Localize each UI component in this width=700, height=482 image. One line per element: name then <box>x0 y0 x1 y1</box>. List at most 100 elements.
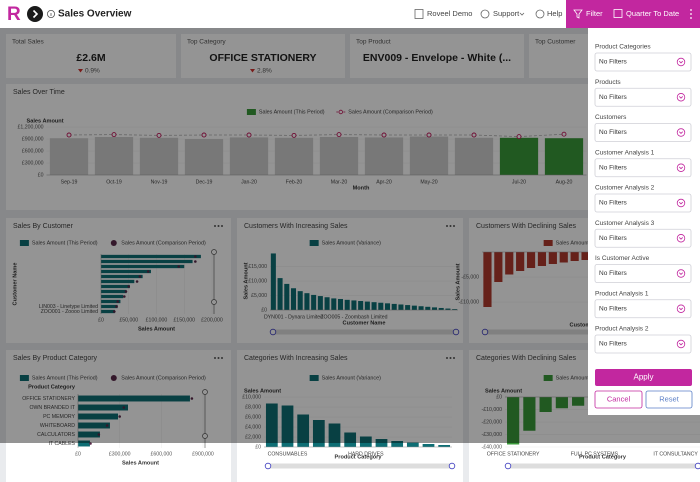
period-selector[interactable]: Quarter To Date <box>626 9 679 18</box>
x-tick-label: £600,000 <box>151 451 173 457</box>
filter-select[interactable] <box>594 87 692 107</box>
y-axis-label: Sales Amount <box>244 388 281 394</box>
menu-toggle[interactable] <box>27 6 43 22</box>
y-axis-label: Product Category <box>28 384 76 390</box>
range-handle[interactable] <box>269 328 277 336</box>
bar <box>406 442 419 447</box>
x-tick-label: May-20 <box>420 179 437 185</box>
y-tick-label: £6,000 <box>245 414 261 420</box>
select-chevron <box>678 272 684 276</box>
cancel-label: Cancel <box>607 394 631 403</box>
y-tick-label: IT CABLES <box>49 441 76 447</box>
x-tick-label: £900,000 <box>192 451 214 457</box>
kpi-title: Top Product <box>356 39 391 46</box>
top-bar: R Sales Overview Roveel Demo Support Hel… <box>0 0 700 28</box>
more-dot[interactable] <box>217 225 220 227</box>
cancel-button[interactable] <box>594 390 643 409</box>
more-dot[interactable] <box>214 225 216 227</box>
bar <box>344 299 350 310</box>
select-chevron <box>678 307 684 311</box>
range-handle[interactable] <box>694 462 700 470</box>
apply-button[interactable] <box>595 369 692 386</box>
comparison-marker <box>190 397 194 400</box>
y-tick-label: £600,000 <box>22 148 44 154</box>
filter-select[interactable] <box>594 158 692 178</box>
range-handle[interactable] <box>448 462 456 470</box>
more-dot[interactable] <box>690 17 692 19</box>
select-icon <box>676 128 686 137</box>
filter-select[interactable] <box>594 228 692 248</box>
more-dot[interactable] <box>453 357 455 359</box>
more-dot[interactable] <box>446 357 448 359</box>
select-icon <box>676 198 686 208</box>
scroll-handle[interactable] <box>211 299 217 305</box>
filter-select[interactable] <box>594 299 692 319</box>
y-tick-label: £900,000 <box>22 136 44 142</box>
kpi-card <box>181 34 345 78</box>
scroll-handle[interactable] <box>202 389 208 395</box>
select-icon <box>676 269 686 278</box>
bar <box>78 413 118 420</box>
filter-select[interactable] <box>594 334 692 354</box>
bar <box>539 397 552 412</box>
filter-button[interactable]: Filter <box>586 9 603 18</box>
kpi-change: 2.8% <box>257 68 272 75</box>
bar <box>101 304 118 309</box>
x-tick-label: Apr-20 <box>376 179 392 185</box>
filter-select[interactable] <box>594 193 692 213</box>
more-dot[interactable] <box>221 225 223 227</box>
bar <box>378 302 384 310</box>
more-dot[interactable] <box>449 357 452 359</box>
more-dot[interactable] <box>690 9 692 11</box>
org-name[interactable]: Roveel Demo <box>427 9 472 18</box>
filter-select[interactable] <box>594 123 692 142</box>
bar <box>364 301 370 310</box>
y-axis-label: Sales Amount <box>27 118 64 124</box>
logo[interactable]: R <box>7 4 21 25</box>
x-tick-label: Mar-20 <box>331 179 348 185</box>
range-handle[interactable] <box>481 328 489 336</box>
chart-title: Customers With Declining Sales <box>476 223 576 230</box>
legend-swatch <box>309 240 319 246</box>
more-dot[interactable] <box>217 357 220 359</box>
y-tick-label: £5,000 <box>251 293 267 299</box>
reset-button[interactable] <box>645 390 693 409</box>
filter-label: Products <box>595 79 621 86</box>
bar <box>494 252 503 282</box>
scroll-handle[interactable] <box>211 249 217 255</box>
filter-select[interactable] <box>594 264 692 283</box>
y-tick-label: £10,000 <box>242 394 261 400</box>
bar <box>101 309 115 314</box>
bar <box>438 307 444 310</box>
x-tick-label: £50,000 <box>119 317 138 323</box>
more-dot[interactable] <box>446 225 448 227</box>
more-dot[interactable] <box>221 357 223 359</box>
range-handle[interactable] <box>504 462 512 470</box>
more-dot[interactable] <box>449 225 452 227</box>
help-link[interactable]: Help <box>547 9 562 18</box>
x-axis-label: Sales Amount <box>122 460 159 466</box>
support-menu[interactable]: Support <box>493 9 520 18</box>
more-dot[interactable] <box>453 225 455 227</box>
kpi-trend-down <box>250 69 255 73</box>
bar <box>507 397 520 445</box>
range-handle[interactable] <box>264 462 272 470</box>
more-dot[interactable] <box>214 357 216 359</box>
bar <box>452 309 458 310</box>
select-chevron <box>678 131 684 135</box>
x-axis-label: Sales Amount <box>138 326 175 332</box>
bar <box>94 137 134 175</box>
scroll-handle[interactable] <box>202 433 208 439</box>
info-icon[interactable] <box>47 9 56 18</box>
range-handle[interactable] <box>452 328 460 336</box>
bar <box>358 301 364 310</box>
comparison-marker <box>123 295 126 298</box>
y-tick-label: £4,000 <box>245 424 261 430</box>
bar <box>548 252 557 264</box>
bar <box>78 440 90 447</box>
more-dot[interactable] <box>690 13 692 15</box>
filter-label: Customer Analysis 1 <box>595 149 655 156</box>
filter-select[interactable] <box>594 52 692 72</box>
x-tick-label: Dec-19 <box>196 179 213 185</box>
legend-swatch <box>19 375 29 381</box>
